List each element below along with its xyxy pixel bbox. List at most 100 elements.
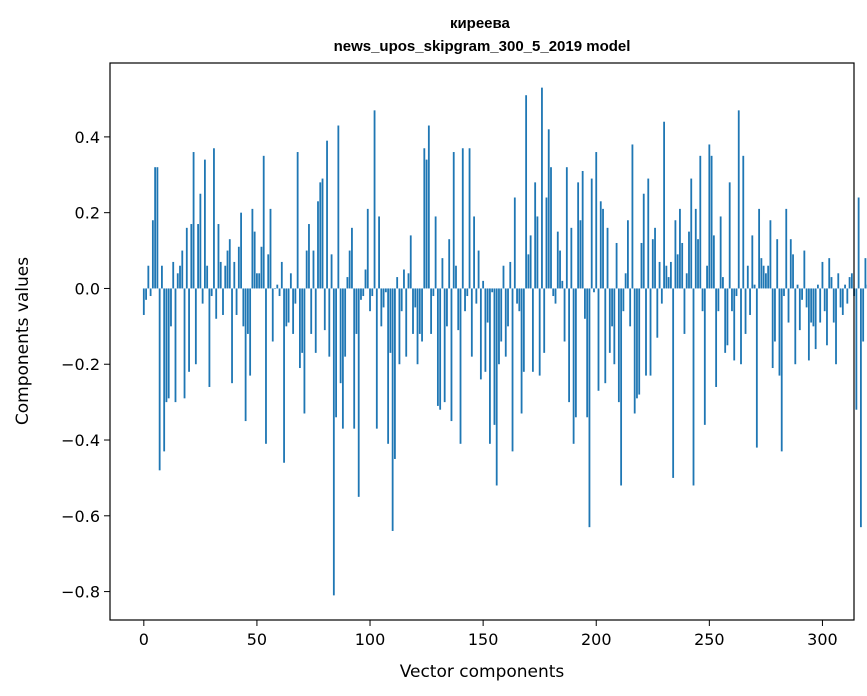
- bar: [473, 216, 475, 289]
- bar: [556, 231, 559, 289]
- bar: [319, 182, 322, 289]
- bar: [380, 288, 383, 327]
- bar: [627, 220, 629, 289]
- bar: [656, 288, 659, 338]
- bar: [219, 261, 222, 289]
- bar: [789, 239, 792, 289]
- bar: [717, 288, 720, 312]
- bar: [538, 288, 541, 376]
- bar: [249, 288, 252, 376]
- bar: [737, 110, 740, 289]
- x-tick-label: 50: [247, 630, 267, 649]
- bar: [767, 265, 770, 289]
- bar: [509, 261, 512, 289]
- bar: [830, 277, 833, 289]
- bar: [857, 197, 860, 289]
- bar: [588, 288, 591, 528]
- bar: [810, 288, 813, 323]
- bar: [522, 288, 525, 372]
- x-tick-label: 250: [694, 630, 725, 649]
- bar: [595, 152, 598, 289]
- chart-title-line-2: news_upos_skipgram_300_5_2019 model: [334, 38, 631, 55]
- bar: [722, 277, 724, 289]
- bar: [706, 265, 708, 289]
- bar: [525, 95, 528, 289]
- bar: [844, 284, 846, 289]
- bar: [145, 288, 147, 300]
- bar: [697, 239, 699, 289]
- bar: [794, 288, 797, 365]
- bar: [651, 239, 654, 289]
- bar: [226, 250, 229, 289]
- bar: [683, 288, 686, 334]
- bar: [615, 242, 618, 289]
- bar: [803, 250, 806, 289]
- bar: [848, 277, 851, 289]
- bar: [323, 288, 326, 331]
- bar: [495, 288, 498, 486]
- y-tick-label: 0.4: [75, 128, 100, 147]
- chart-title-line-1: киреева: [450, 15, 511, 32]
- bar: [679, 208, 681, 289]
- bar: [233, 261, 236, 289]
- bars-group: [142, 87, 867, 596]
- bar: [846, 288, 849, 304]
- bar: [260, 246, 263, 289]
- bar: [649, 288, 652, 376]
- bar: [161, 265, 163, 289]
- bar: [163, 288, 166, 452]
- bar: [593, 288, 595, 293]
- bar: [427, 125, 430, 289]
- bar: [389, 288, 392, 353]
- y-tick-label: 0.0: [75, 279, 100, 298]
- bar: [256, 273, 258, 289]
- bar: [746, 265, 749, 289]
- bar: [366, 208, 369, 289]
- bar: [735, 288, 738, 297]
- bar: [608, 288, 611, 353]
- bar: [527, 254, 530, 289]
- bar: [751, 235, 754, 289]
- bar: [201, 288, 204, 304]
- bar: [190, 224, 193, 289]
- bar: [391, 288, 394, 531]
- bar: [339, 288, 342, 384]
- bar: [672, 288, 675, 478]
- bar: [434, 216, 437, 289]
- bar: [265, 288, 267, 444]
- bar: [251, 208, 254, 289]
- bar: [543, 288, 546, 353]
- bar: [348, 250, 351, 289]
- bar: [550, 167, 552, 289]
- bar: [332, 288, 335, 596]
- bar: [364, 269, 367, 289]
- x-tick-label: 300: [807, 630, 838, 649]
- bar: [699, 155, 702, 289]
- bar: [529, 235, 532, 289]
- bar: [554, 288, 557, 304]
- bar: [631, 144, 634, 289]
- bar: [796, 284, 799, 289]
- bar: [681, 242, 684, 289]
- x-tick-label: 100: [355, 630, 386, 649]
- bar: [599, 201, 602, 289]
- bar: [541, 87, 543, 289]
- bar: [384, 288, 387, 293]
- bar: [507, 288, 509, 327]
- x-axis-label: Vector components: [400, 662, 565, 682]
- bar: [181, 250, 184, 289]
- bar: [577, 182, 580, 289]
- bar: [326, 140, 328, 289]
- bar: [213, 148, 215, 289]
- bar: [267, 254, 270, 289]
- plot-frame: [109, 62, 855, 621]
- bar: [660, 288, 663, 304]
- bar: [597, 288, 600, 391]
- bar: [776, 239, 779, 289]
- bar: [832, 288, 835, 323]
- bar: [489, 288, 491, 444]
- bar: [253, 231, 256, 289]
- bar: [215, 288, 218, 319]
- bar: [398, 288, 401, 365]
- bar: [450, 288, 453, 422]
